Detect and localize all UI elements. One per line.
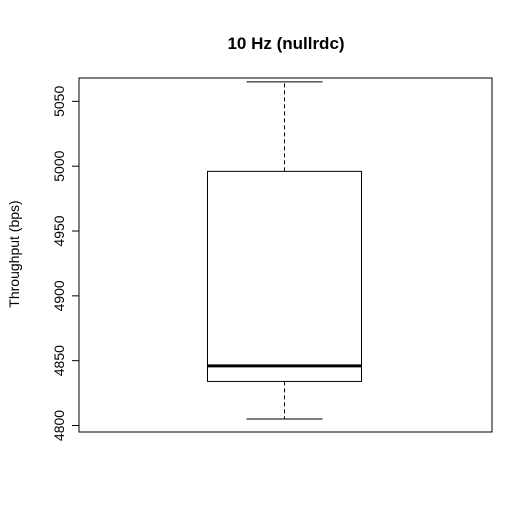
y-tick-label-4850: 4850: [51, 345, 67, 376]
y-tick-label-5050: 5050: [51, 86, 67, 117]
y-tick-label-4800: 4800: [51, 410, 67, 441]
interquartile-box: [207, 170, 362, 382]
boxplot-box-group: [207, 81, 362, 420]
y-axis: 4800 4850 4900 4950 5000 5050: [51, 86, 80, 441]
y-axis-label: Throughput (bps): [6, 200, 22, 307]
y-tick-label-4950: 4950: [51, 215, 67, 246]
chart-title: 10 Hz (nullrdc): [227, 34, 344, 53]
y-tick-label-4900: 4900: [51, 280, 67, 311]
y-tick-label-5000: 5000: [51, 150, 67, 181]
